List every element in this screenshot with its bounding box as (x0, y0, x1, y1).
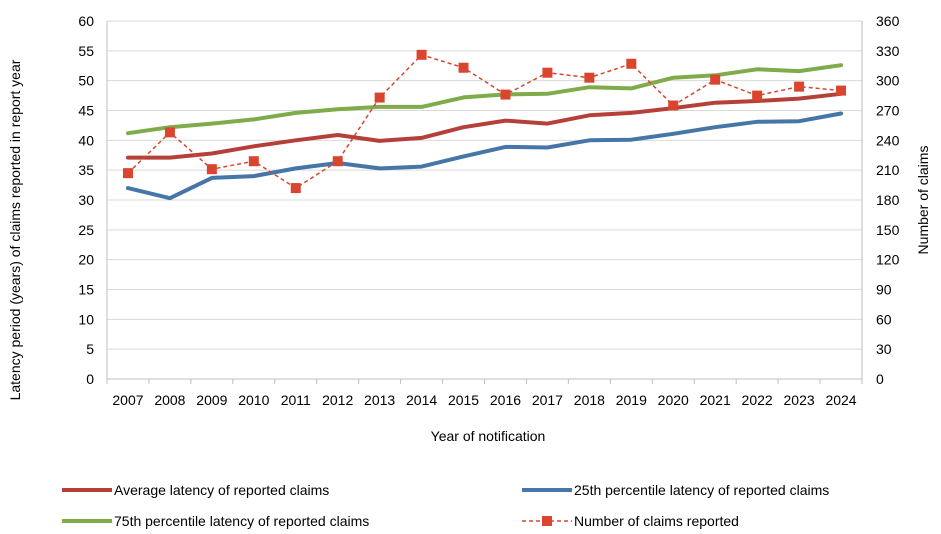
right-tick-label: 360 (876, 13, 900, 29)
x-tick-label: 2024 (825, 392, 856, 408)
left-tick-label: 35 (78, 162, 94, 178)
series-3 (126, 63, 843, 136)
left-tick-label: 55 (78, 43, 94, 59)
series-4-point (584, 72, 595, 83)
left-tick-label: 0 (86, 371, 94, 387)
left-tick-label: 25 (78, 222, 94, 238)
x-tick-label: 2011 (281, 392, 311, 408)
series-4-point (500, 89, 511, 100)
right-tick-label: 150 (876, 222, 900, 238)
x-tick-label: 2022 (742, 392, 773, 408)
series-4-point (248, 156, 259, 167)
right-tick-label: 330 (876, 43, 900, 59)
series-4-point (374, 92, 385, 103)
x-tick-label: 2008 (154, 392, 185, 408)
gridlines (107, 20, 862, 350)
series-4-point (668, 100, 679, 111)
right-tick-label: 120 (876, 252, 900, 268)
right-tick-label: 300 (876, 73, 900, 89)
left-tick-label: 20 (78, 252, 94, 268)
series-3-line (126, 63, 843, 136)
left-tick-label: 50 (78, 73, 94, 89)
x-axis-title: Year of notification (431, 428, 546, 444)
series-4-point (752, 90, 763, 101)
series-2-line (126, 111, 843, 201)
series-4-point (206, 164, 217, 175)
series-4-point (416, 49, 427, 60)
x-tick-label: 2016 (490, 392, 521, 408)
legend-item-2-label: 25th percentile latency of reported clai… (574, 482, 829, 498)
left-tick-label: 40 (78, 132, 94, 148)
right-axis-ticks: 0 30 60 90 120 150 180 210 240 270 300 330 360 (876, 13, 900, 387)
series-4-point (794, 81, 805, 92)
series-4-point (458, 62, 469, 73)
x-tick-label: 2010 (238, 392, 269, 408)
x-tick-label: 2013 (364, 392, 395, 408)
x-axis-ticks: 2007 2008 2009 2010 2011 2012 2013 2014 2015 2016… (112, 392, 856, 408)
series-4-point (122, 168, 133, 179)
x-tick-label: 2021 (700, 392, 731, 408)
series-1-line (126, 91, 843, 160)
x-tick-label: 2014 (406, 392, 437, 408)
legend-item-2: 25th percentile latency of reported clai… (522, 482, 829, 498)
series-1 (126, 91, 843, 160)
series-4-point (710, 74, 721, 85)
series-4-line (127, 53, 842, 189)
series-layer (122, 49, 847, 201)
series-4-point (836, 85, 847, 96)
left-tick-label: 30 (78, 192, 94, 208)
left-tick-label: 45 (78, 103, 94, 119)
x-tick-label: 2009 (196, 392, 227, 408)
x-tick-label: 2007 (112, 392, 143, 408)
left-tick-label: 15 (78, 282, 94, 298)
left-tick-label: 10 (78, 311, 94, 327)
legend-item-4-label: Number of claims reported (574, 513, 739, 529)
right-tick-label: 270 (876, 103, 900, 119)
legend-item-3: 75th percentile latency of reported clai… (62, 513, 369, 529)
series-4-point (290, 183, 301, 194)
x-tick-label: 2023 (784, 392, 815, 408)
legend: Average latency of reported claims 25th p… (62, 482, 829, 529)
right-tick-label: 210 (876, 162, 900, 178)
series-4-point (332, 156, 343, 167)
legend-item-4-marker (542, 516, 552, 526)
legend-item-4: Number of claims reported (522, 513, 739, 529)
series-2 (126, 111, 843, 201)
right-tick-label: 0 (876, 371, 884, 387)
right-tick-label: 60 (876, 311, 892, 327)
plot-frame (106, 21, 863, 384)
x-tick-label: 2019 (616, 392, 647, 408)
left-axis-ticks: 0 5 10 15 20 25 30 35 40 45 50 55 60 (78, 13, 94, 387)
x-tick-label: 2015 (448, 392, 479, 408)
series-4 (122, 49, 847, 194)
series-4-point (626, 58, 637, 69)
series-4-point (542, 67, 553, 78)
legend-item-1: Average latency of reported claims (62, 482, 329, 498)
left-tick-label: 5 (86, 341, 94, 357)
right-tick-label: 180 (876, 192, 900, 208)
right-tick-label: 30 (876, 341, 892, 357)
left-tick-label: 60 (78, 13, 94, 29)
right-tick-label: 90 (876, 282, 892, 298)
x-tick-label: 2017 (532, 392, 563, 408)
left-y-axis-title: Latency period (years) of claims reporte… (7, 59, 23, 400)
x-tick-label: 2012 (322, 392, 353, 408)
right-y-axis-title: Number of claims (915, 146, 931, 255)
series-4-point (164, 127, 175, 138)
right-tick-label: 240 (876, 132, 900, 148)
legend-item-3-label: 75th percentile latency of reported clai… (114, 513, 369, 529)
x-tick-label: 2018 (574, 392, 605, 408)
x-tick-label: 2020 (658, 392, 689, 408)
legend-item-1-label: Average latency of reported claims (114, 482, 329, 498)
